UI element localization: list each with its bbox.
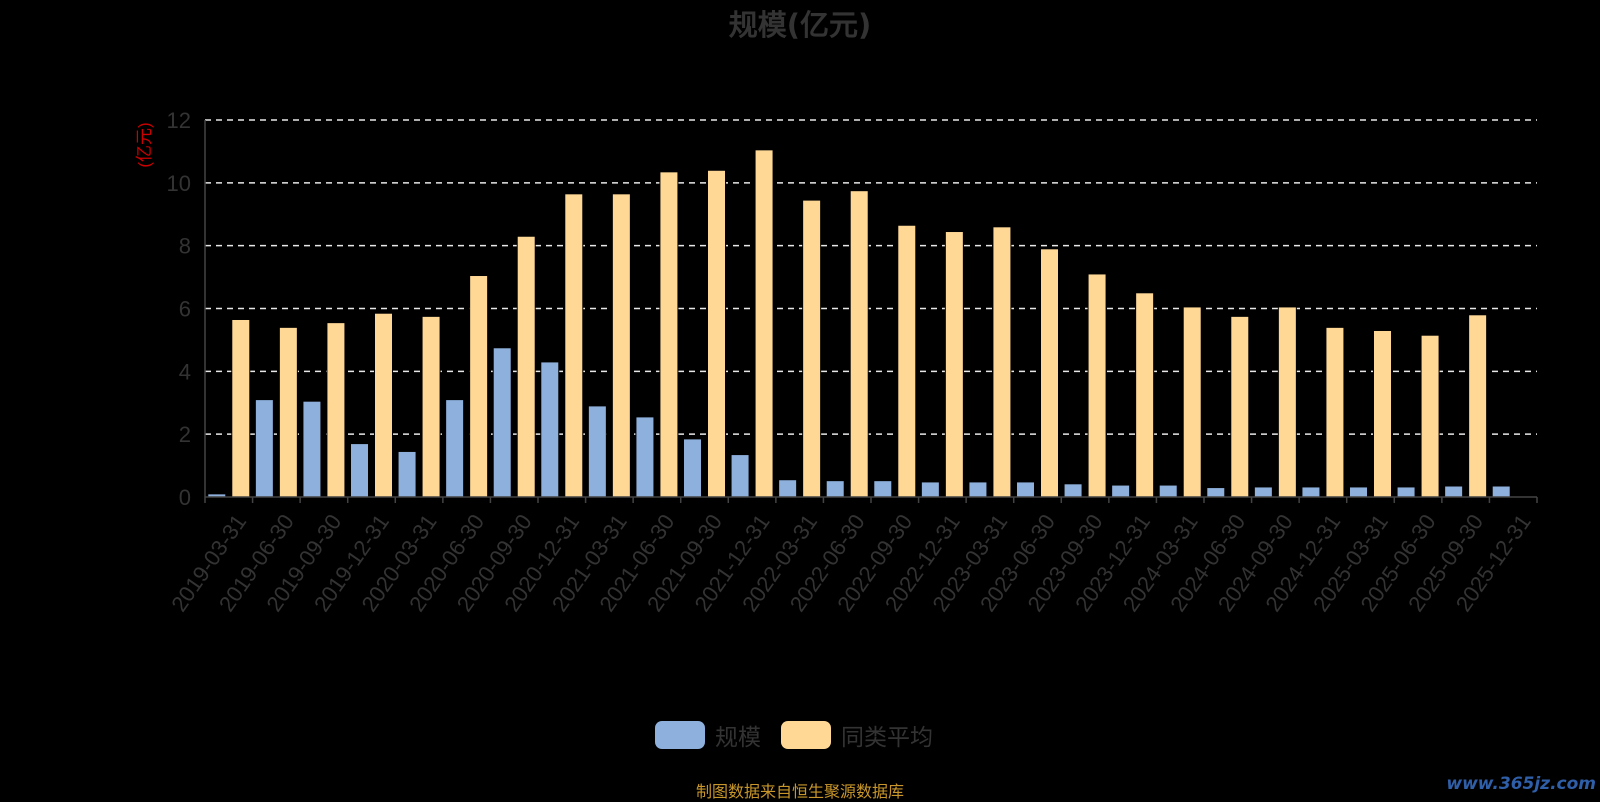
bar-peer-average: [754, 149, 774, 498]
bar-scale: [445, 399, 465, 498]
bars: [207, 149, 1511, 498]
bar-peer-average: [374, 312, 393, 498]
y-tick-label: 0: [179, 485, 191, 510]
legend-item-peer-average[interactable]: 同类平均: [781, 718, 933, 752]
bar-scale: [1016, 481, 1035, 498]
bar-scale: [683, 438, 702, 498]
bar-scale: [825, 480, 845, 498]
bar-peer-average: [1040, 248, 1059, 498]
bar-scale: [397, 450, 417, 498]
y-tick-label: 2: [179, 422, 191, 447]
bar-scale: [540, 361, 560, 498]
bar-scale: [1206, 487, 1226, 498]
bar-scale: [587, 405, 607, 498]
bar-peer-average: [659, 171, 679, 498]
bar-peer-average: [1230, 315, 1250, 498]
bar-peer-average: [849, 190, 869, 498]
bar-peer-average: [1373, 329, 1392, 498]
legend-swatch-peer-average: [781, 721, 831, 749]
y-tick-label: 4: [179, 359, 191, 384]
bar-scale: [1349, 486, 1368, 498]
bar-scale: [1063, 483, 1083, 498]
bar-scale: [968, 481, 988, 498]
bar-scale: [1158, 484, 1178, 498]
bar-peer-average: [1468, 314, 1488, 498]
legend-label-peer-average: 同类平均: [841, 725, 933, 751]
bar-scale: [1111, 484, 1131, 498]
legend-swatch-scale: [655, 721, 705, 749]
data-source-note: 制图数据来自恒生聚源数据库: [695, 782, 904, 801]
bar-scale: [302, 400, 322, 498]
bar-peer-average: [1277, 306, 1297, 498]
bar-scale: [1396, 486, 1416, 498]
bar-peer-average: [231, 318, 251, 498]
bar-peer-average: [1087, 273, 1107, 498]
bar-scale: [1491, 485, 1511, 498]
chart-title: 规模(亿元): [728, 8, 872, 42]
bar-peer-average: [944, 231, 964, 498]
bar-scale: [635, 416, 655, 498]
bar-peer-average: [1182, 306, 1202, 498]
bar-scale: [1253, 486, 1273, 498]
bar-scale: [730, 454, 750, 498]
bar-peer-average: [564, 193, 584, 498]
y-tick-label: 10: [167, 171, 191, 196]
y-tick-label: 8: [179, 234, 191, 259]
bar-peer-average: [469, 275, 489, 498]
bar-peer-average: [802, 199, 822, 498]
legend-item-scale[interactable]: 规模: [655, 718, 761, 752]
bar-scale: [873, 480, 893, 498]
legend: 规模 同类平均: [655, 718, 953, 752]
x-tick-labels: 2019-03-312019-06-302019-09-302019-12-31…: [166, 510, 1535, 617]
bar-scale: [778, 479, 798, 498]
bar-peer-average: [278, 326, 298, 498]
bar-peer-average: [611, 193, 631, 498]
bar-scale: [920, 481, 940, 498]
bar-scale: [492, 347, 512, 498]
axes: [204, 120, 1538, 503]
bar-peer-average: [707, 169, 726, 498]
bar-scale: [254, 399, 274, 498]
bar-peer-average: [897, 224, 917, 498]
bar-peer-average: [992, 226, 1012, 498]
bar-peer-average: [1325, 326, 1345, 498]
bar-scale: [1444, 485, 1464, 498]
bar-peer-average: [421, 315, 441, 498]
bar-peer-average: [1135, 292, 1155, 498]
y-tick-labels: 0 2 4 6 8 10 12: [167, 108, 191, 510]
bar-scale: [1301, 486, 1321, 498]
y-axis-label: (亿元): [135, 122, 154, 167]
bar-scale: [350, 443, 369, 498]
y-tick-label: 12: [167, 108, 191, 133]
y-tick-label: 6: [179, 297, 191, 322]
watermark: www.365jz.com: [1446, 774, 1596, 794]
bar-peer-average: [516, 235, 536, 498]
bar-peer-average: [326, 322, 346, 498]
bar-peer-average: [1420, 334, 1440, 498]
legend-label-scale: 规模: [715, 725, 761, 751]
